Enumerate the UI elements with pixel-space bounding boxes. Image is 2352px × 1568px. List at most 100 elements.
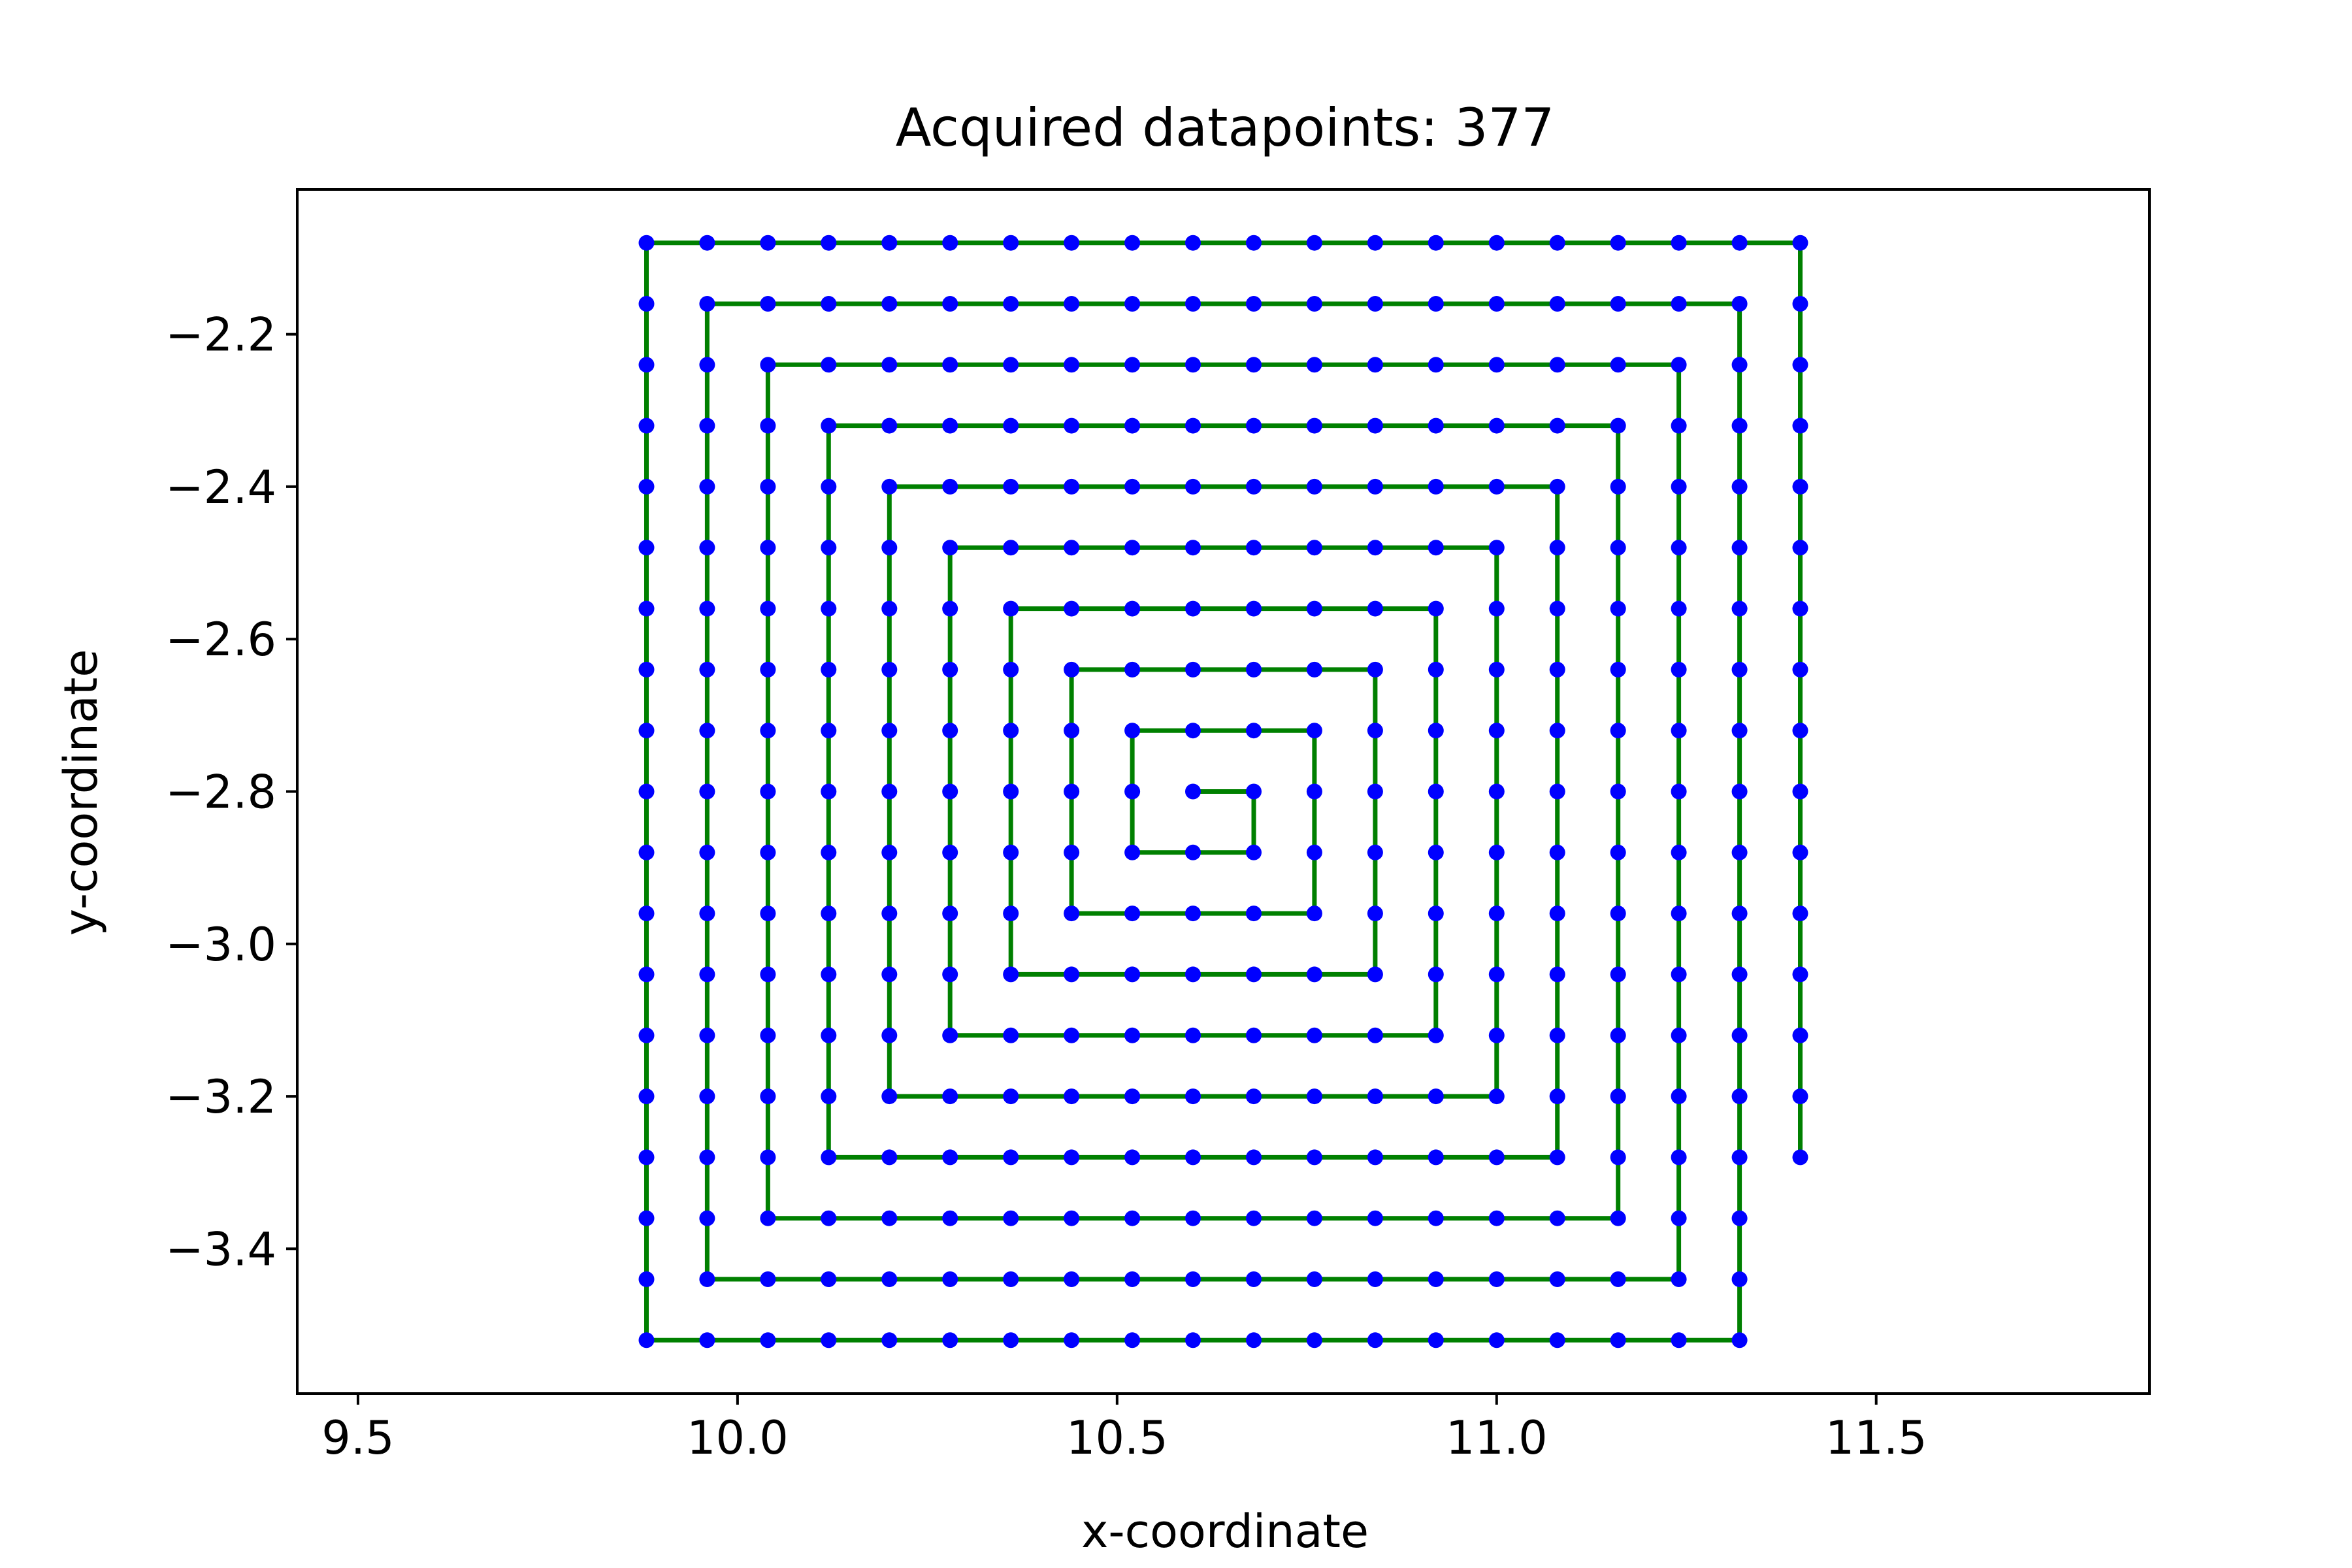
data-point <box>821 417 837 434</box>
data-point <box>881 723 898 739</box>
data-point <box>1731 600 1748 617</box>
data-point <box>1671 235 1687 251</box>
data-point <box>1549 783 1565 800</box>
data-point <box>1003 906 1019 922</box>
data-point <box>1610 661 1626 678</box>
data-point <box>1064 235 1080 251</box>
data-point <box>1246 357 1262 373</box>
x-tick-label: 10.0 <box>687 1411 789 1465</box>
data-point <box>1124 478 1141 495</box>
data-point <box>821 235 837 251</box>
data-point <box>1610 357 1626 373</box>
data-point <box>942 1027 958 1043</box>
data-point <box>1124 661 1141 678</box>
data-point <box>699 296 715 312</box>
data-point <box>1731 1149 1748 1166</box>
data-point <box>1731 844 1748 860</box>
data-point <box>821 540 837 556</box>
data-point <box>1549 1149 1565 1166</box>
data-point <box>1610 478 1626 495</box>
data-point <box>1306 600 1322 617</box>
data-point <box>1367 1149 1383 1166</box>
data-point <box>1246 600 1262 617</box>
data-point <box>1610 417 1626 434</box>
data-point <box>760 906 776 922</box>
data-point <box>1003 1027 1019 1043</box>
y-tick-label: −3.2 <box>165 1070 276 1124</box>
data-point <box>1549 723 1565 739</box>
data-point <box>881 1149 898 1166</box>
data-point <box>942 1210 958 1226</box>
data-point <box>1610 235 1626 251</box>
data-point <box>1246 417 1262 434</box>
data-point <box>760 1027 776 1043</box>
data-point <box>1185 1210 1201 1226</box>
data-point <box>1124 1149 1141 1166</box>
data-point <box>1549 1332 1565 1348</box>
data-point <box>1792 723 1808 739</box>
data-point <box>881 966 898 983</box>
data-point <box>942 417 958 434</box>
data-point <box>1003 1271 1019 1287</box>
data-point <box>821 906 837 922</box>
data-point <box>1003 1210 1019 1226</box>
data-point <box>1246 661 1262 678</box>
data-point <box>1549 1088 1565 1105</box>
data-point <box>1488 966 1505 983</box>
data-point <box>699 540 715 556</box>
data-point <box>760 478 776 495</box>
x-tick-label: 10.5 <box>1066 1411 1168 1465</box>
data-point <box>1792 357 1808 373</box>
data-point <box>1610 966 1626 983</box>
data-point <box>1306 417 1322 434</box>
data-point <box>1731 661 1748 678</box>
data-point <box>1246 1088 1262 1105</box>
data-point <box>638 235 655 251</box>
data-point <box>1428 844 1444 860</box>
data-point <box>881 906 898 922</box>
data-point <box>1428 1271 1444 1287</box>
data-point <box>1367 1210 1383 1226</box>
data-point <box>760 783 776 800</box>
data-point <box>1064 783 1080 800</box>
data-point <box>1671 1210 1687 1226</box>
data-point <box>942 357 958 373</box>
data-point <box>760 417 776 434</box>
data-point <box>1488 661 1505 678</box>
data-point <box>1731 966 1748 983</box>
data-point <box>1185 296 1201 312</box>
data-point <box>1428 1149 1444 1166</box>
data-point <box>1367 844 1383 860</box>
x-tick-label: 11.0 <box>1446 1411 1548 1465</box>
data-point <box>1124 357 1141 373</box>
data-point <box>881 1027 898 1043</box>
data-point <box>1185 906 1201 922</box>
data-point <box>821 844 837 860</box>
data-point <box>699 235 715 251</box>
data-point <box>1610 906 1626 922</box>
data-point <box>1428 661 1444 678</box>
data-point <box>1488 478 1505 495</box>
data-point <box>1549 1210 1565 1226</box>
data-point <box>881 1332 898 1348</box>
scan-path-line <box>644 240 1803 1343</box>
data-point <box>1671 1332 1687 1348</box>
data-point <box>1246 296 1262 312</box>
data-point <box>821 600 837 617</box>
data-point <box>699 1149 715 1166</box>
data-point <box>1367 540 1383 556</box>
data-point <box>1792 966 1808 983</box>
data-point <box>1185 661 1201 678</box>
data-point <box>638 296 655 312</box>
data-point <box>1731 1210 1748 1226</box>
data-point <box>1306 478 1322 495</box>
data-point <box>821 783 837 800</box>
data-point <box>1003 1088 1019 1105</box>
data-point <box>638 1027 655 1043</box>
data-point <box>699 906 715 922</box>
data-point <box>1064 357 1080 373</box>
data-point <box>1185 1149 1201 1166</box>
data-point <box>821 478 837 495</box>
data-point <box>881 783 898 800</box>
data-point <box>699 1027 715 1043</box>
